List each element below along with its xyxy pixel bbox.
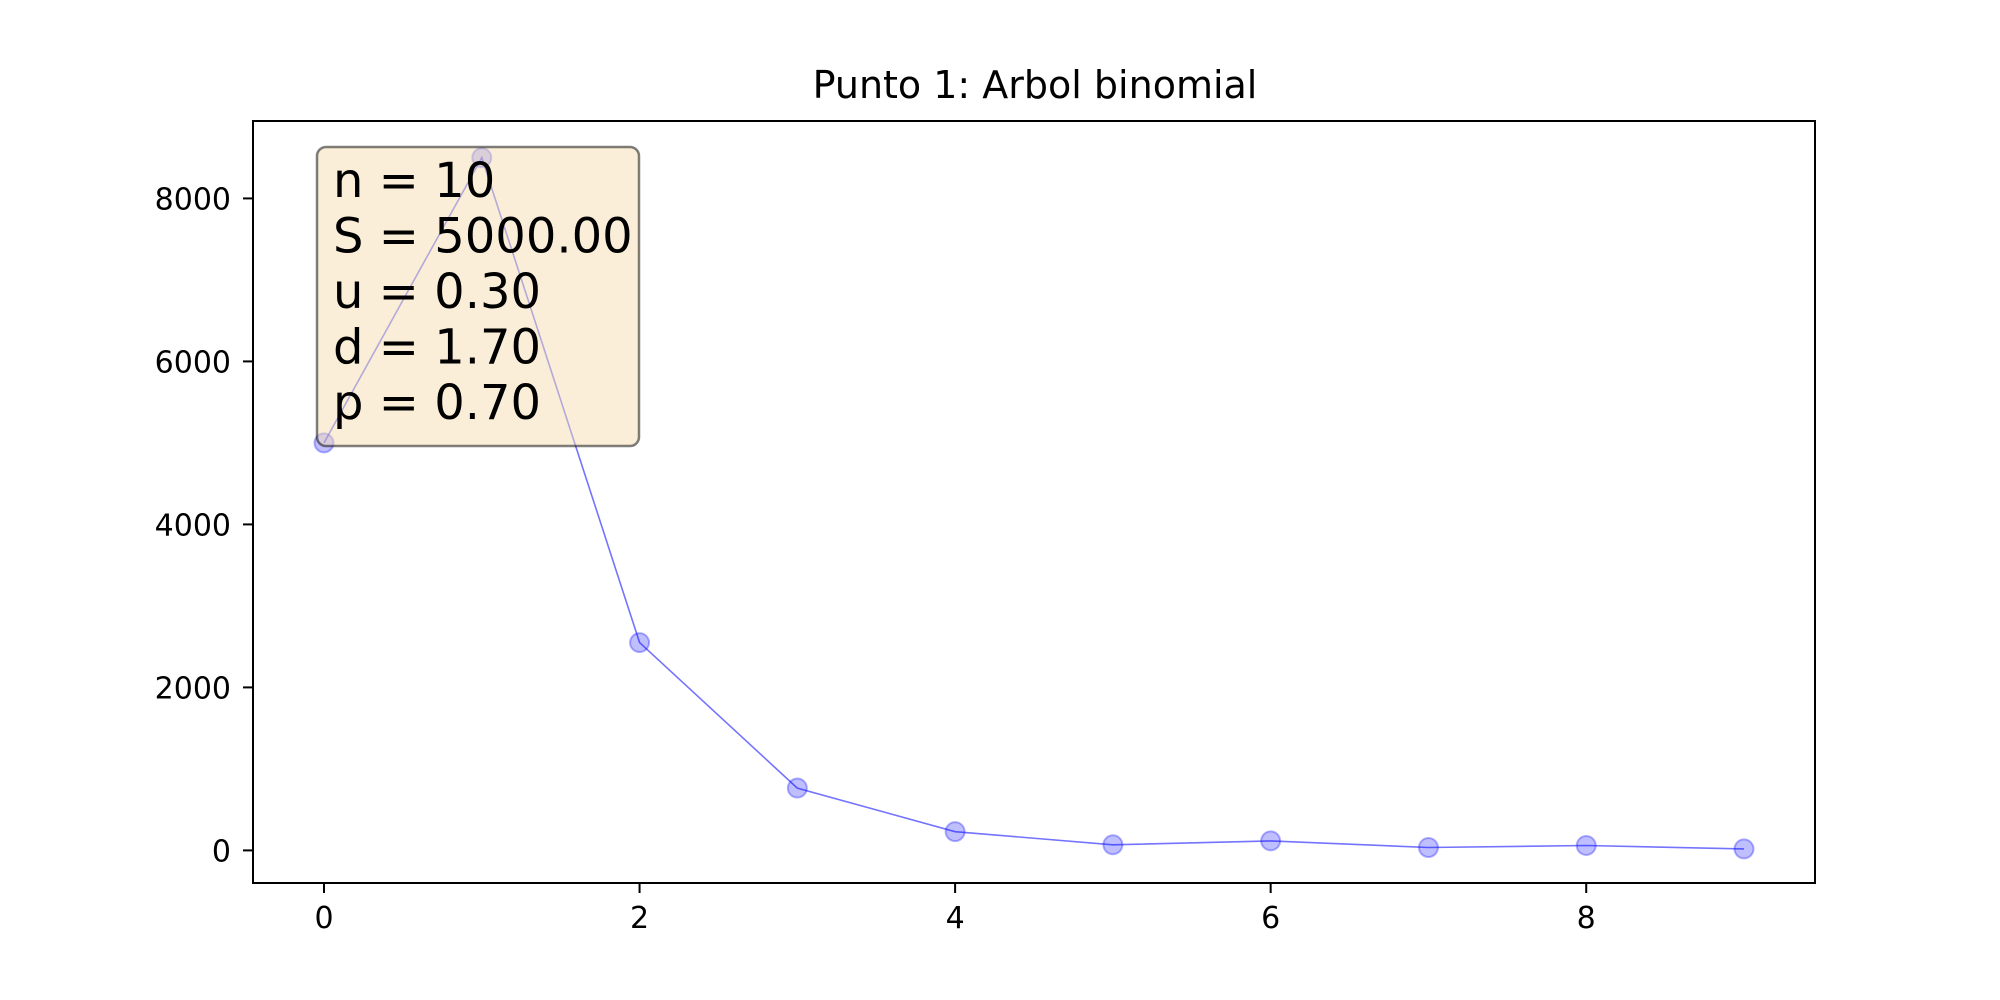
x-tick-label: 6 (1261, 901, 1280, 936)
x-axis: 0 2 4 6 8 (314, 883, 1596, 936)
plot-border (252, 120, 1816, 884)
data-point (1733, 838, 1755, 860)
data-point (1417, 837, 1439, 859)
parameter-line: u = 0.30 (333, 264, 541, 320)
chart-title: Punto 1: Arbol binomial (813, 63, 1258, 107)
data-point (1575, 835, 1597, 857)
parameter-line: d = 1.70 (333, 320, 541, 376)
y-tick-label: 4000 (155, 508, 231, 543)
parameter-box: n = 10S = 5000.00u = 0.30d = 1.70p = 0.7… (315, 145, 641, 448)
parameter-box-background (315, 145, 641, 448)
y-tick-label: 8000 (155, 182, 231, 217)
data-point (944, 821, 966, 843)
x-tick-label: 2 (630, 901, 649, 936)
y-tick-label: 2000 (155, 671, 231, 706)
parameter-line: n = 10 (333, 153, 495, 209)
x-tick-label: 0 (314, 901, 333, 936)
y-tick-label: 6000 (155, 345, 231, 380)
y-tick-label: 0 (212, 834, 231, 869)
data-point (786, 777, 808, 799)
data-point (1102, 834, 1124, 856)
y-axis: 0 2000 4000 6000 8000 (155, 182, 253, 869)
x-tick-label: 4 (946, 901, 965, 936)
parameter-line: p = 0.70 (333, 375, 541, 431)
parameter-line: S = 5000.00 (333, 209, 633, 265)
data-point (1260, 830, 1282, 852)
data-point (629, 632, 651, 654)
x-tick-label: 8 (1577, 901, 1596, 936)
